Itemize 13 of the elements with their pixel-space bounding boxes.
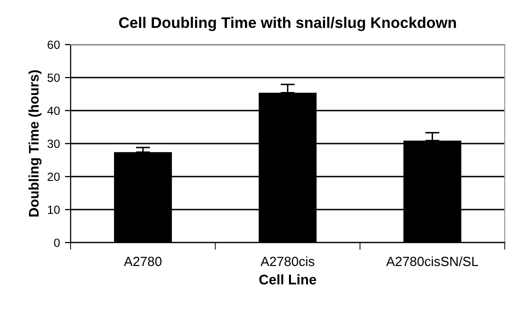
y-tick-label: 10 — [48, 206, 60, 214]
y-tick-label: 50 — [48, 74, 60, 82]
x-tick-label: A2780cis — [260, 256, 314, 266]
x-axis-title: Cell Line — [259, 274, 316, 284]
y-tick-label: 20 — [48, 172, 60, 181]
x-tick-label: A2780 — [124, 256, 162, 266]
y-tick-label: 30 — [48, 140, 60, 148]
y-tick-label: 60 — [48, 40, 60, 49]
y-tick-label: 0 — [54, 238, 60, 247]
chart-title: Cell Doubling Time with snail/slug Knockdown — [119, 16, 456, 32]
y-tick-label: 40 — [47, 106, 60, 115]
y-axis-title: Doubling Time (hours) — [28, 70, 42, 217]
x-tick-label: A2780cisSN/SL — [386, 256, 478, 266]
